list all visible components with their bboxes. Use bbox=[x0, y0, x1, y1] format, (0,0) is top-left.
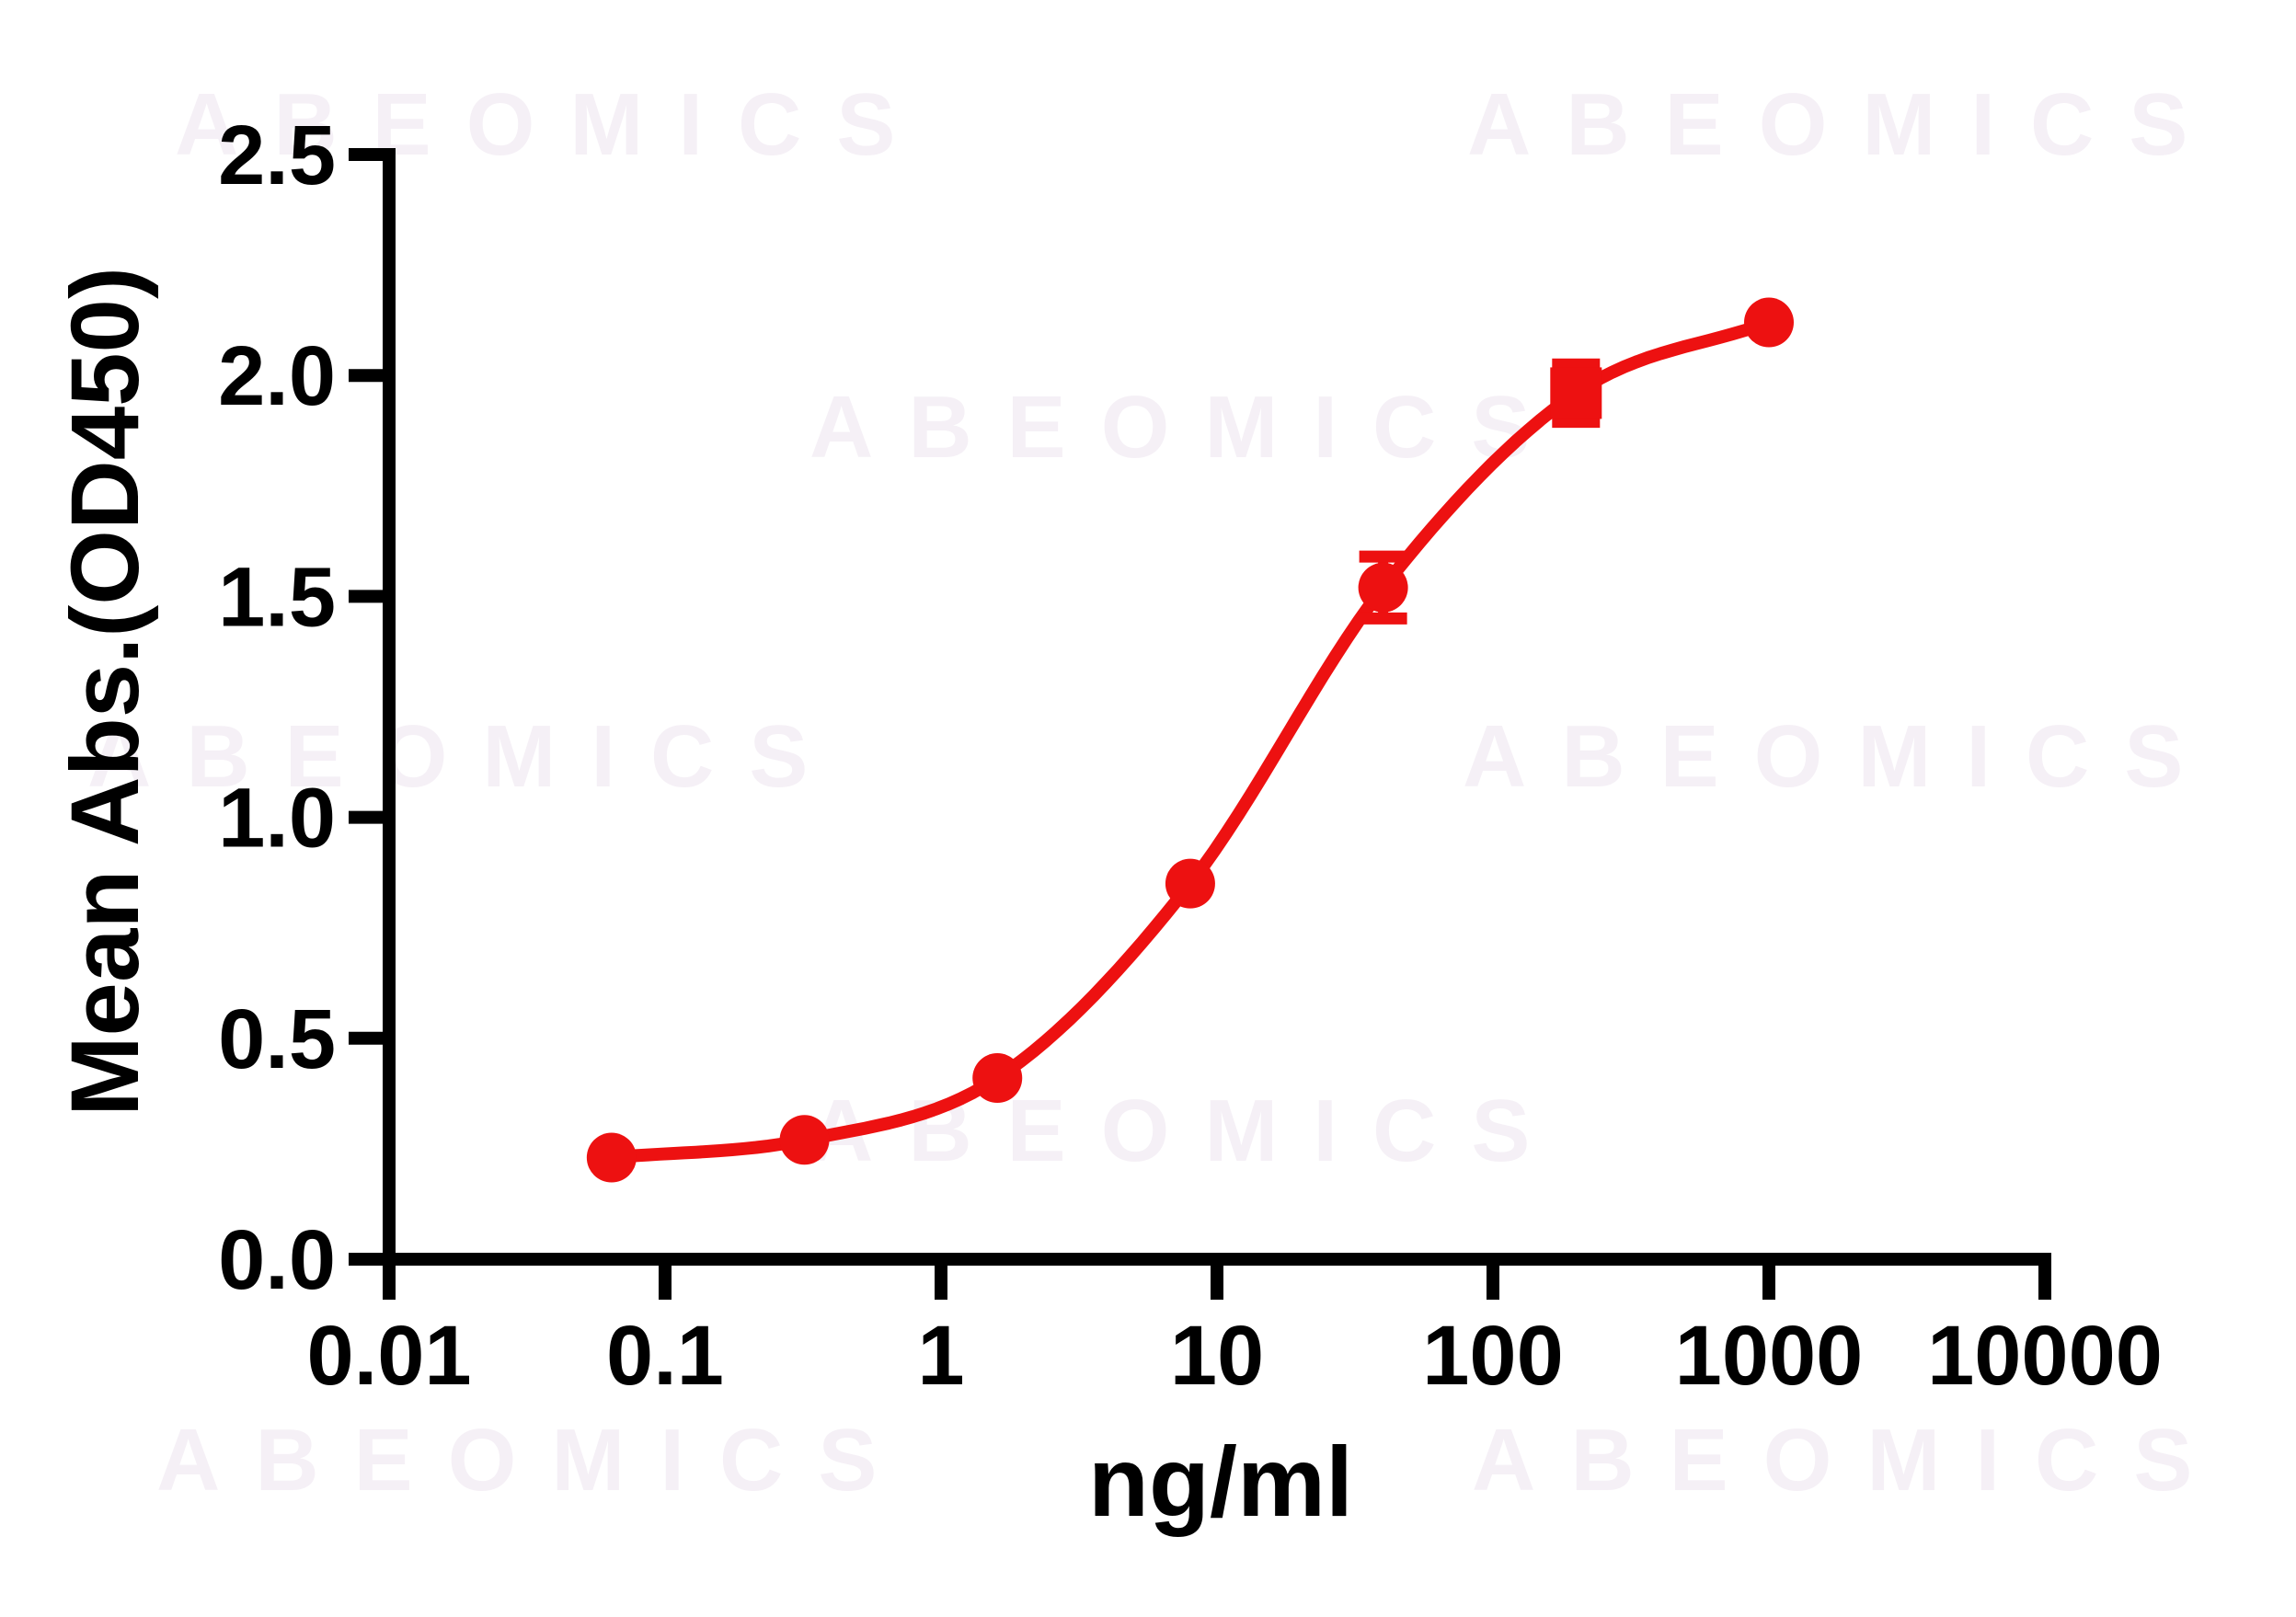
y-tick-label: 2.5 bbox=[218, 109, 336, 202]
y-tick-label: 0.0 bbox=[218, 1213, 336, 1307]
watermark-text: ABEOMICS bbox=[1467, 75, 2222, 174]
watermark-text: ABEOMICS bbox=[175, 75, 930, 174]
x-axis-title: ng/ml bbox=[1088, 1426, 1353, 1537]
x-tick-label: 10 bbox=[1170, 1309, 1264, 1403]
watermark-text: ABEOMICS bbox=[1463, 707, 2218, 806]
x-tick-label: 0.1 bbox=[606, 1309, 724, 1403]
y-tick-label: 1.5 bbox=[218, 550, 336, 644]
watermark-text: ABEOMICS bbox=[156, 1411, 912, 1509]
data-point-square bbox=[1550, 367, 1602, 419]
data-point bbox=[586, 1132, 637, 1183]
data-point bbox=[972, 1053, 1023, 1104]
y-tick-label: 0.5 bbox=[218, 992, 336, 1086]
x-tick-label: 10000 bbox=[1927, 1309, 2163, 1403]
y-tick-label: 2.0 bbox=[218, 329, 336, 423]
y-tick-label: 1.0 bbox=[218, 772, 336, 866]
data-point bbox=[779, 1115, 830, 1165]
watermark-text: ABEOMICS bbox=[809, 378, 1565, 476]
x-tick-label: 0.01 bbox=[306, 1309, 471, 1403]
x-tick-label: 1000 bbox=[1675, 1309, 1864, 1403]
x-tick-label: 1 bbox=[917, 1309, 964, 1403]
x-tick-label: 100 bbox=[1422, 1309, 1564, 1403]
data-point bbox=[1165, 858, 1215, 909]
data-point bbox=[1744, 297, 1794, 348]
y-axis-title: Mean Abs.(OD450) bbox=[52, 267, 159, 1117]
watermark-text: ABEOMICS bbox=[1472, 1411, 2227, 1509]
watermark-text: ABEOMICS bbox=[809, 1082, 1565, 1180]
plot-layer: 0.01 0.1 1 10 100 1000 10000 0.0 0.5 1.0 1.5 2.0 2.5 bbox=[218, 109, 2163, 1403]
watermark-layer: ABEOMICS ABEOMICS ABEOMICS ABEOMICS ABEOMICS… bbox=[87, 75, 2227, 1509]
watermark-text: ABEOMICS bbox=[87, 707, 843, 806]
data-point bbox=[1358, 562, 1408, 613]
